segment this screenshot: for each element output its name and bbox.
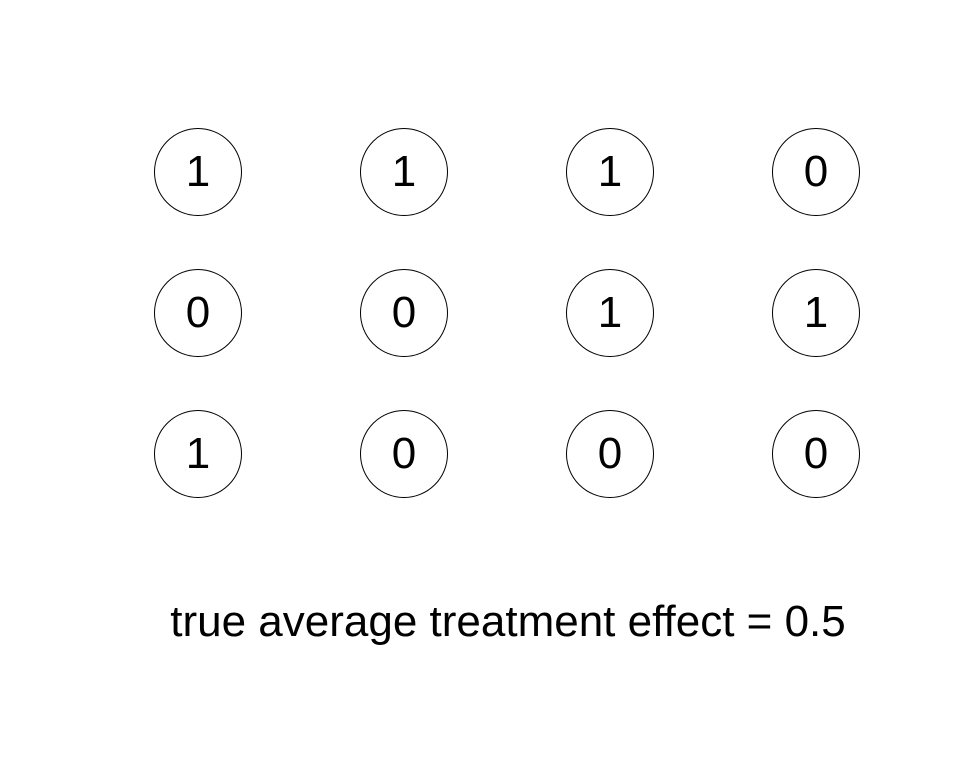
unit-node: 1 xyxy=(566,269,654,357)
unit-node: 1 xyxy=(772,269,860,357)
unit-node: 0 xyxy=(360,269,448,357)
unit-node: 0 xyxy=(154,269,242,357)
unit-node: 0 xyxy=(772,128,860,216)
unit-node: 0 xyxy=(360,410,448,498)
unit-node: 1 xyxy=(154,410,242,498)
unit-grid: 1 1 1 0 0 0 1 1 1 0 0 0 xyxy=(154,128,862,498)
unit-node: 0 xyxy=(772,410,860,498)
unit-node: 1 xyxy=(566,128,654,216)
unit-node: 1 xyxy=(360,128,448,216)
unit-node: 1 xyxy=(154,128,242,216)
effect-caption: true average treatment effect = 0.5 xyxy=(170,597,846,646)
unit-node: 0 xyxy=(566,410,654,498)
